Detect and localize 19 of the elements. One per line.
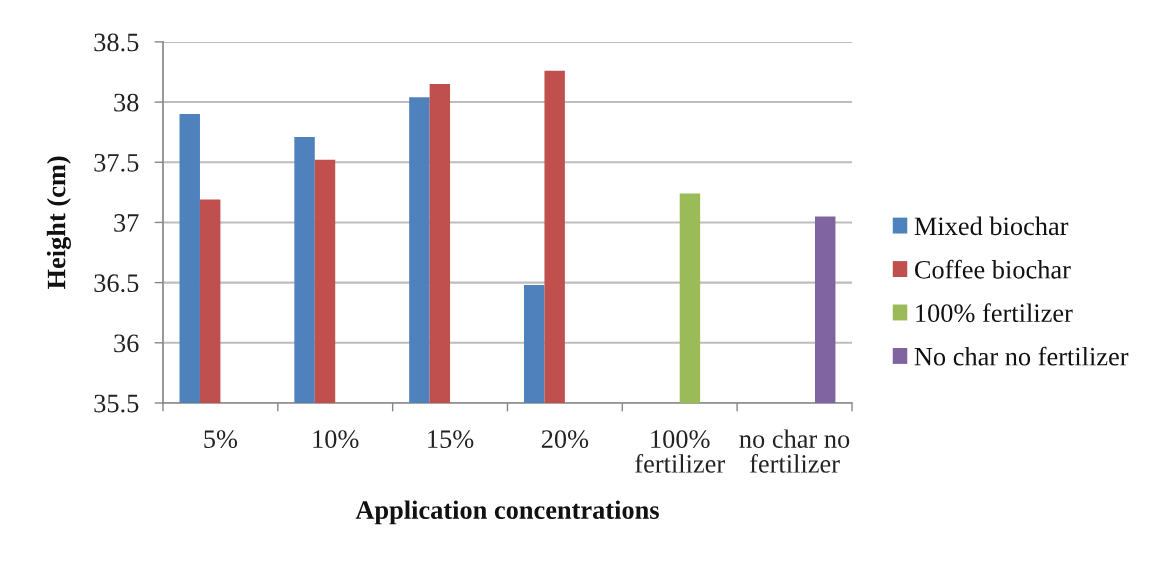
x-tick-label: no char no fertilizer <box>739 429 850 473</box>
x-tick-label: 20% <box>541 430 589 449</box>
x-tick-label: 5% <box>204 430 238 449</box>
y-tick-label: 36 <box>114 334 139 353</box>
x-tick-label: 100% fertilizer <box>635 430 725 473</box>
y-tick-label: 38.5 <box>94 33 139 52</box>
y-tick-label: 36.5 <box>94 274 139 293</box>
y-tick-label: 37 <box>114 214 139 232</box>
y-tick-label: 37.5 <box>94 153 139 172</box>
x-axis-title: Application concentrations <box>355 500 659 525</box>
y-tick-label: 38 <box>114 93 139 112</box>
legend-label: No char no fertilizer <box>914 346 1129 366</box>
x-tick-label: 10% <box>313 430 359 449</box>
legend-label: Mixed biochar <box>914 216 1069 236</box>
x-tick-label: 15% <box>428 430 474 449</box>
legend-label: 100% fertilizer <box>916 303 1073 323</box>
legend-label: Coffee biochar <box>914 259 1071 279</box>
y-tick-label: 35.5 <box>94 394 139 413</box>
y-axis-title: Height (cm) <box>46 156 71 290</box>
